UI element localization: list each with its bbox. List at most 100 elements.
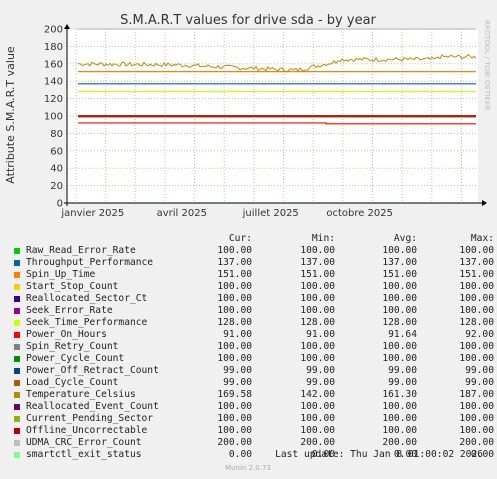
legend-max-value: 100.00 [459, 281, 494, 292]
legend-avg-value: 99.00 [388, 365, 417, 376]
legend-row: Reallocated_Sector_Ct 100.00 100.00 100.00 1… [12, 293, 494, 305]
legend-avg-value: 99.00 [388, 377, 417, 388]
legend-max-value: 100.00 [459, 245, 494, 256]
legend-min-value: 100.00 [300, 401, 335, 412]
legend-avg-value: 200.00 [382, 437, 417, 448]
y-ticks: 0 20 40 60 80 100 120 140 160 180 200 [44, 25, 63, 210]
legend-series-name: Power_On_Hours [26, 329, 107, 340]
legend-series-name: Current_Pending_Sector [26, 413, 154, 424]
legend-min-value: 91.00 [306, 329, 335, 340]
legend-cur-value: 200.00 [217, 437, 252, 448]
legend-row: Seek_Time_Performance 128.00 128.00 128.00 1… [12, 317, 494, 329]
legend-min-value: 100.00 [300, 341, 335, 352]
legend: Cur: Min: Avg: Max: Raw_Read_Error_Rate 1… [12, 233, 494, 461]
legend-row: Power_On_Hours 91.00 91.00 91.64 92.00 [12, 329, 494, 341]
legend-swatch [14, 392, 20, 398]
legend-max-value: 200.00 [459, 437, 494, 448]
legend-avg-value: 100.00 [382, 245, 417, 256]
legend-swatch [14, 260, 20, 266]
legend-max-value: 100.00 [459, 353, 494, 364]
legend-swatch [14, 296, 20, 302]
legend-avg-value: 128.00 [382, 317, 417, 328]
legend-cur-value: 100.00 [217, 341, 252, 352]
chart-area: S.M.A.R.T values for drive sda - by year… [4, 13, 491, 219]
legend-cur-value: 100.00 [217, 281, 252, 292]
legend-cur-value: 151.00 [217, 269, 252, 280]
legend-series-name: smartctl_exit_status [26, 449, 142, 460]
legend-row: Power_Cycle_Count 100.00 100.00 100.00 100.0… [12, 353, 494, 365]
y-axis-label: Attribute S.M.A.R.T value [4, 46, 17, 184]
legend-avg-value: 100.00 [382, 305, 417, 316]
legend-max-value: 137.00 [459, 257, 494, 268]
series-line-power-on-hours [78, 122, 476, 125]
legend-avg-value: 100.00 [382, 413, 417, 424]
y-tick-label: 140 [44, 77, 63, 88]
legend-max-value: 128.00 [459, 317, 494, 328]
legend-swatch [14, 440, 20, 446]
legend-series-name: Power_Off_Retract_Count [26, 365, 159, 376]
legend-swatch [14, 416, 20, 422]
legend-max-value: 99.00 [465, 365, 494, 376]
y-tick-label: 80 [50, 129, 63, 140]
legend-min-value: 200.00 [300, 437, 335, 448]
legend-min-value: 100.00 [300, 281, 335, 292]
legend-swatch [14, 332, 20, 338]
legend-series-name: Load_Cycle_Count [26, 377, 119, 388]
legend-swatch [14, 320, 20, 326]
legend-row: Seek_Error_Rate 100.00 100.00 100.00 100.00 [12, 305, 494, 317]
legend-series-name: Spin_Retry_Count [26, 341, 119, 352]
x-ticks: janvier 2025 avril 2025 juillet 2025 octobr… [60, 208, 393, 219]
legend-swatch [14, 248, 20, 254]
legend-avg-value: 100.00 [382, 401, 417, 412]
legend-avg-value: 100.00 [382, 341, 417, 352]
legend-series-name: Reallocated_Sector_Ct [26, 293, 148, 304]
legend-max-value: 100.00 [459, 413, 494, 424]
legend-avg-value: 0.00 [393, 449, 417, 460]
legend-cur-value: 99.00 [223, 377, 252, 388]
y-tick-label: 40 [50, 164, 63, 175]
legend-cur-value: 128.00 [217, 317, 252, 328]
y-axis-arrow [64, 24, 70, 29]
legend-avg-value: 100.00 [382, 281, 417, 292]
legend-series-name: Seek_Error_Rate [26, 305, 113, 316]
legend-cur-value: 0.00 [228, 449, 252, 460]
legend-row: Offline_Uncorrectable 100.00 100.00 100.00 1… [12, 425, 494, 437]
legend-row: Power_Off_Retract_Count 99.00 99.00 99.00 99… [12, 365, 494, 377]
legend-min-value: 100.00 [300, 305, 335, 316]
legend-swatch [14, 452, 20, 458]
legend-swatch [14, 380, 20, 386]
legend-cur-value: 100.00 [217, 245, 252, 256]
y-tick-label: 180 [44, 42, 63, 53]
legend-swatch [14, 356, 20, 362]
legend-series-name: UDMA_CRC_Error_Count [26, 437, 142, 448]
legend-cur-value: 99.00 [223, 365, 252, 376]
legend-row: Spin_Up_Time 151.00 151.00 151.00 151.00 [12, 269, 494, 281]
col-min: Min: [311, 233, 335, 244]
x-axis-arrow [482, 200, 487, 206]
legend-series-name: Offline_Uncorrectable [26, 425, 148, 436]
legend-avg-value: 137.00 [382, 257, 417, 268]
y-tick-label: 20 [50, 181, 63, 192]
legend-swatch [14, 308, 20, 314]
legend-row: Current_Pending_Sector 100.00 100.00 100.00… [12, 413, 494, 425]
legend-series-name: Start_Stop_Count [26, 281, 119, 292]
legend-row: Throughput_Performance 137.00 137.00 137.00… [12, 257, 494, 269]
y-tick-label: 120 [44, 94, 63, 105]
legend-min-value: 100.00 [300, 413, 335, 424]
y-tick-label: 60 [50, 146, 63, 157]
y-tick-label: 160 [44, 59, 63, 70]
x-tick-label: octobre 2025 [326, 208, 393, 219]
x-tick-label: janvier 2025 [60, 208, 124, 219]
legend-avg-value: 161.30 [382, 389, 417, 400]
legend-max-value: 100.00 [459, 401, 494, 412]
legend-cur-value: 169.58 [217, 389, 252, 400]
legend-swatch [14, 344, 20, 350]
legend-cur-value: 137.00 [217, 257, 252, 268]
legend-max-value: 100.00 [459, 341, 494, 352]
x-tick-label: avril 2025 [157, 208, 207, 219]
legend-series-name: Power_Cycle_Count [26, 353, 125, 364]
legend-min-value: 100.00 [300, 293, 335, 304]
legend-row: smartctl_exit_status 0.00 0.00 0.00 0.00 [12, 449, 494, 461]
legend-min-value: 100.00 [300, 245, 335, 256]
legend-avg-value: 151.00 [382, 269, 417, 280]
